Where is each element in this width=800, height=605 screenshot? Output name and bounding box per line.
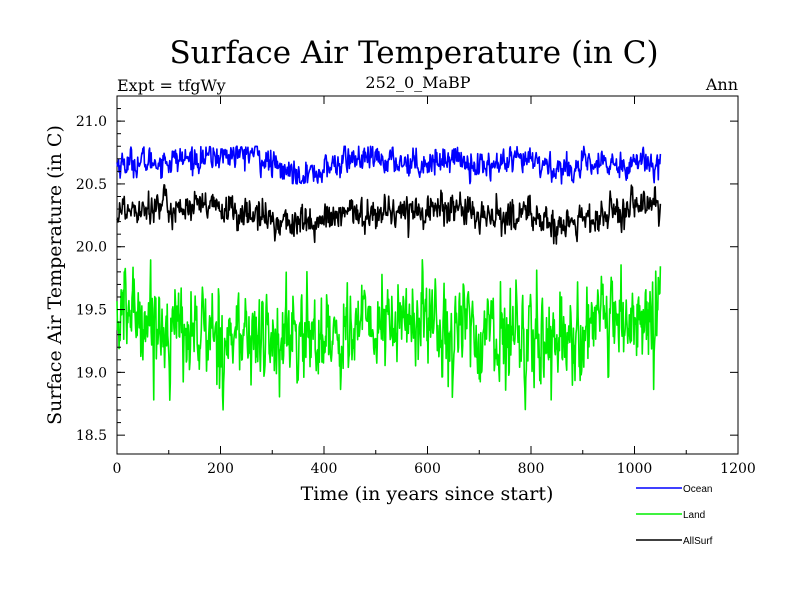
legend: Ocean Land AllSurf (636, 484, 713, 547)
legend-label: AllSurf (683, 536, 713, 547)
legend-item-land: Land (636, 510, 705, 521)
x-tick-label: 0 (113, 461, 122, 477)
series-line-land (116, 259, 662, 411)
y-tick-label: 19.0 (76, 365, 107, 381)
x-axis-label: Time (in years since start) (301, 483, 554, 505)
y-tick-label: 20.5 (76, 177, 107, 193)
x-tick-label: 600 (414, 461, 441, 477)
period-label: Ann (705, 75, 738, 94)
y-axis-label: Surface Air Temperature (in C) (44, 125, 66, 425)
y-tick-label: 20.0 (76, 240, 107, 256)
y-tick-label: 21.0 (76, 114, 107, 130)
x-tick-label: 400 (311, 461, 338, 477)
plot-area: 0 200 400 600 800 1000 1200 18.5 19.0 19.5 20.0 20.… (76, 95, 756, 477)
chart-title: Surface Air Temperature (in C) (169, 35, 658, 71)
legend-item-ocean: Ocean (636, 484, 712, 495)
series-line-ocean (116, 145, 662, 185)
x-tick-label: 200 (207, 461, 234, 477)
legend-item-allsurf: AllSurf (636, 536, 713, 547)
y-tick-label: 19.5 (76, 303, 107, 319)
x-tick-label: 1200 (720, 461, 756, 477)
x-tick-label: 1000 (617, 461, 653, 477)
y-tick-label: 18.5 (76, 428, 107, 444)
legend-label: Land (683, 510, 705, 521)
experiment-label: Expt = tfgWy (117, 76, 226, 95)
legend-label: Ocean (683, 484, 712, 495)
chart-subtitle: 252_0_MaBP (365, 73, 470, 92)
series-line-allsurf (116, 184, 662, 245)
x-tick-label: 800 (518, 461, 545, 477)
